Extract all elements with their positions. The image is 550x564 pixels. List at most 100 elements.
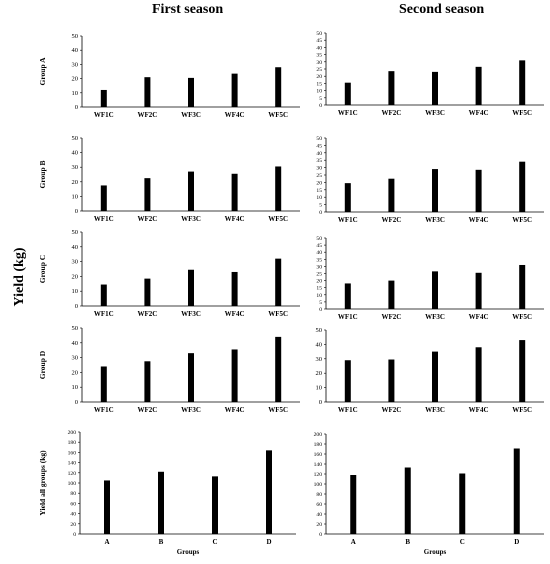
y-tick-label: 120 — [68, 471, 77, 477]
y-tick-label: 35 — [316, 53, 322, 59]
y-tick-label: 100 — [314, 482, 323, 488]
chart-panel: 05101520253035404550WF1CWF2CWF3CWF4CWF5C — [316, 136, 544, 224]
x-tick-label: WF3C — [181, 310, 201, 318]
x-tick-label: WF1C — [338, 406, 358, 414]
y-tick-label: 30 — [316, 356, 323, 363]
y-tick-label: 30 — [316, 264, 322, 270]
x-tick-label: WF1C — [94, 406, 114, 414]
y-tick-label: 40 — [72, 150, 79, 157]
y-tick-label: 10 — [72, 288, 79, 295]
x-tick-label: WF3C — [425, 406, 445, 414]
y-tick-label: 5 — [319, 96, 322, 102]
x-tick-label: A — [351, 538, 356, 546]
y-tick-label: 50 — [72, 229, 79, 236]
y-tick-label: 40 — [316, 151, 322, 157]
bar — [476, 67, 482, 105]
y-tick-label: 40 — [70, 512, 76, 518]
panel-y-label: Group B — [38, 161, 47, 189]
y-tick-label: 50 — [72, 33, 79, 40]
x-tick-label: C — [460, 538, 465, 546]
y-tick-label: 40 — [316, 341, 323, 348]
x-tick-label: WF5C — [512, 216, 532, 224]
y-tick-label: 10 — [316, 293, 322, 299]
y-tick-label: 140 — [68, 461, 77, 467]
x-tick-label: WF1C — [338, 313, 358, 321]
chart-panel: 01020304050WF1CWF2CWF3CWF4CWF5CGroup D — [38, 325, 300, 414]
y-tick-label: 0 — [75, 104, 78, 111]
bar — [232, 74, 238, 107]
x-tick-label: WF3C — [425, 216, 445, 224]
y-tick-label: 10 — [316, 89, 322, 95]
bar — [144, 279, 150, 306]
y-tick-label: 20 — [70, 522, 76, 528]
bar — [275, 259, 281, 306]
bar — [158, 472, 164, 534]
chart-panel: 020406080100120140160180200ABCDYield all… — [38, 430, 296, 556]
y-tick-label: 80 — [316, 492, 322, 498]
x-tick-label: WF4C — [225, 215, 245, 223]
y-tick-label: 30 — [72, 355, 79, 362]
x-tick-label: WF4C — [225, 111, 245, 119]
y-tick-label: 0 — [75, 303, 78, 310]
x-tick-label: WF3C — [425, 313, 445, 321]
x-tick-label: WF3C — [181, 215, 201, 223]
chart-panel: 05101520253035404550WF1CWF2CWF3CWF4CWF5C — [316, 236, 544, 321]
y-tick-label: 50 — [316, 236, 322, 242]
y-tick-label: 200 — [314, 432, 323, 438]
bar — [388, 71, 394, 105]
x-tick-label: WF4C — [469, 216, 489, 224]
y-tick-label: 20 — [316, 370, 323, 377]
y-tick-label: 30 — [316, 166, 322, 172]
y-tick-label: 0 — [319, 532, 322, 538]
chart-panel: 020406080100120140160180200ABCDGroups — [314, 432, 544, 556]
bar — [101, 185, 107, 211]
y-tick-label: 0 — [75, 208, 78, 215]
bar — [188, 78, 194, 107]
y-tick-label: 20 — [316, 522, 322, 528]
x-tick-label: WF4C — [469, 313, 489, 321]
bar — [188, 353, 194, 402]
y-tick-label: 25 — [316, 173, 322, 179]
y-tick-label: 25 — [316, 272, 322, 278]
y-tick-label: 0 — [73, 532, 76, 538]
x-tick-label: WF5C — [268, 111, 288, 119]
y-tick-label: 50 — [72, 325, 79, 332]
x-tick-label: WF3C — [181, 406, 201, 414]
bar — [275, 166, 281, 211]
y-tick-label: 25 — [316, 67, 322, 73]
x-tick-label: WF5C — [512, 109, 532, 117]
y-tick-label: 0 — [319, 103, 322, 109]
chart-panel: 01020304050WF1CWF2CWF3CWF4CWF5CGroup A — [38, 33, 300, 119]
y-tick-label: 60 — [316, 502, 322, 508]
x-tick-label: B — [159, 538, 164, 546]
y-tick-label: 0 — [319, 210, 322, 216]
y-tick-label: 50 — [316, 136, 322, 142]
bar — [144, 361, 150, 402]
panel-y-label: Group C — [38, 255, 47, 283]
bar — [345, 283, 351, 309]
x-tick-label: WF3C — [425, 109, 445, 117]
y-tick-label: 15 — [316, 188, 322, 194]
bar — [514, 449, 520, 535]
x-tick-label: D — [514, 538, 519, 546]
x-tick-label: WF4C — [469, 109, 489, 117]
y-tick-label: 20 — [72, 273, 79, 280]
y-tick-label: 40 — [72, 340, 79, 347]
x-tick-label: WF2C — [381, 216, 401, 224]
panel-x-label: Groups — [424, 548, 447, 556]
bar — [388, 281, 394, 309]
bar — [345, 183, 351, 212]
panel-y-label: Yield all groups (kg) — [38, 450, 47, 516]
y-tick-label: 50 — [316, 31, 322, 37]
y-tick-label: 30 — [72, 164, 79, 171]
x-tick-label: WF2C — [381, 109, 401, 117]
panel-y-label: Group A — [38, 57, 47, 86]
y-tick-label: 100 — [68, 481, 77, 487]
y-tick-label: 50 — [316, 327, 323, 334]
bar — [388, 360, 394, 402]
x-tick-label: WF5C — [512, 313, 532, 321]
x-tick-label: WF2C — [137, 215, 157, 223]
y-tick-label: 160 — [314, 452, 323, 458]
bar — [519, 340, 525, 402]
